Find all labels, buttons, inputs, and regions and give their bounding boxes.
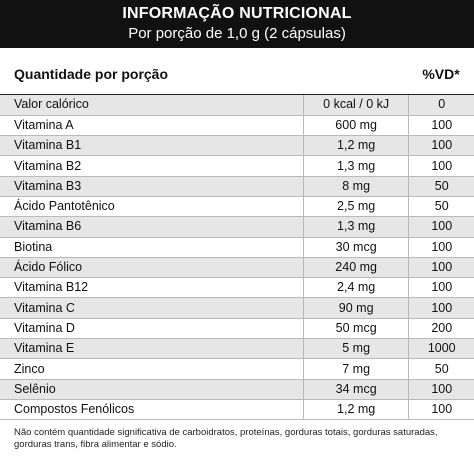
portion-header: Quantidade por porção bbox=[14, 66, 169, 82]
nutrient-daily-value: 100 bbox=[408, 216, 474, 238]
nutrient-daily-value: 100 bbox=[408, 297, 474, 319]
nutrient-name: Vitamina E bbox=[0, 338, 304, 360]
footnote: Não contém quantidade significativa de c… bbox=[14, 427, 438, 451]
nutrient-row: Vitamina C 90 mg 100 bbox=[0, 297, 474, 319]
nutrient-daily-value: 100 bbox=[408, 155, 474, 177]
nutrient-quantity: 34 mcg bbox=[302, 379, 410, 400]
nutrient-row: Vitamina A 600 mg 100 bbox=[0, 115, 474, 137]
nutrient-quantity: 1,2 mg bbox=[302, 399, 410, 421]
nutrient-name: Vitamina B1 bbox=[0, 135, 304, 157]
nutrient-row: Zinco 7 mg 50 bbox=[0, 358, 474, 380]
nutrient-row: Vitamina B6 1,3 mg 100 bbox=[0, 216, 474, 238]
nutrient-daily-value: 100 bbox=[408, 115, 474, 137]
nutrient-row: Vitamina B12 2,4 mg 100 bbox=[0, 277, 474, 299]
nutrient-daily-value: 50 bbox=[408, 176, 474, 197]
nutrient-name: Ácido Pantotênico bbox=[0, 196, 304, 218]
nutrient-row: Compostos Fenólicos 1,2 mg 100 bbox=[0, 399, 474, 421]
nutrient-name: Vitamina D bbox=[0, 318, 304, 340]
nutrient-name: Vitamina B3 bbox=[0, 176, 304, 197]
nutrient-name: Vitamina B6 bbox=[0, 216, 304, 238]
nutrient-daily-value: 200 bbox=[408, 318, 474, 340]
nutrition-title: INFORMAÇÃO NUTRICIONAL bbox=[122, 5, 352, 22]
nutrient-row: Ácido Fólico 240 mg 100 bbox=[0, 257, 474, 279]
nutrient-daily-value: 100 bbox=[408, 277, 474, 299]
nutrient-quantity: 50 mcg bbox=[302, 318, 410, 340]
nutrient-name: Valor calórico bbox=[0, 95, 304, 116]
nutrient-quantity: 8 mg bbox=[302, 176, 410, 197]
vd-header: %VD* bbox=[422, 66, 460, 82]
nutrient-daily-value: 50 bbox=[408, 358, 474, 380]
nutrient-daily-value: 100 bbox=[408, 135, 474, 157]
nutrient-row: Vitamina B2 1,3 mg 100 bbox=[0, 155, 474, 177]
nutrient-quantity: 0 kcal / 0 kJ bbox=[302, 95, 410, 116]
nutrient-row: Valor calórico 0 kcal / 0 kJ 0 bbox=[0, 95, 474, 116]
nutrient-quantity: 1,2 mg bbox=[302, 135, 410, 157]
nutrient-quantity: 90 mg bbox=[302, 297, 410, 319]
nutrient-daily-value: 100 bbox=[408, 237, 474, 258]
nutrient-daily-value: 1000 bbox=[408, 338, 474, 360]
nutrient-quantity: 7 mg bbox=[302, 358, 410, 380]
nutrient-row: Vitamina B1 1,2 mg 100 bbox=[0, 135, 474, 157]
nutrient-name: Vitamina B12 bbox=[0, 277, 304, 299]
nutrient-daily-value: 100 bbox=[408, 257, 474, 279]
nutrient-daily-value: 50 bbox=[408, 196, 474, 218]
nutrient-name: Zinco bbox=[0, 358, 304, 380]
serving-size: Por porção de 1,0 g (2 cápsulas) bbox=[128, 25, 346, 42]
nutrient-name: Compostos Fenólicos bbox=[0, 399, 304, 421]
nutrient-daily-value: 100 bbox=[408, 379, 474, 400]
nutrient-row: Vitamina D 50 mcg 200 bbox=[0, 318, 474, 340]
nutrient-row: Ácido Pantotênico 2,5 mg 50 bbox=[0, 196, 474, 218]
nutrient-name: Biotina bbox=[0, 237, 304, 258]
nutrient-quantity: 5 mg bbox=[302, 338, 410, 360]
nutrient-name: Vitamina B2 bbox=[0, 155, 304, 177]
nutrient-quantity: 1,3 mg bbox=[302, 155, 410, 177]
nutrient-name: Ácido Fólico bbox=[0, 257, 304, 279]
nutrient-quantity: 2,5 mg bbox=[302, 196, 410, 218]
nutrient-quantity: 1,3 mg bbox=[302, 216, 410, 238]
nutrient-row: Selênio 34 mcg 100 bbox=[0, 379, 474, 400]
nutrient-quantity: 2,4 mg bbox=[302, 277, 410, 299]
nutrition-header: INFORMAÇÃO NUTRICIONAL Por porção de 1,0… bbox=[0, 0, 474, 48]
nutrient-daily-value: 0 bbox=[408, 95, 474, 116]
nutrient-table: Valor calórico 0 kcal / 0 kJ 0 Vitamina A 60… bbox=[0, 95, 474, 421]
nutrient-name: Vitamina C bbox=[0, 297, 304, 319]
column-headers: Quantidade por porção %VD* bbox=[0, 54, 474, 95]
nutrient-quantity: 600 mg bbox=[302, 115, 410, 137]
nutrient-quantity: 240 mg bbox=[302, 257, 410, 279]
nutrient-name: Vitamina A bbox=[0, 115, 304, 137]
nutrient-daily-value: 100 bbox=[408, 399, 474, 421]
nutrient-quantity: 30 mcg bbox=[302, 237, 410, 258]
nutrient-name: Selênio bbox=[0, 379, 304, 400]
nutrient-row: Vitamina B3 8 mg 50 bbox=[0, 176, 474, 197]
nutrient-row: Biotina 30 mcg 100 bbox=[0, 237, 474, 258]
